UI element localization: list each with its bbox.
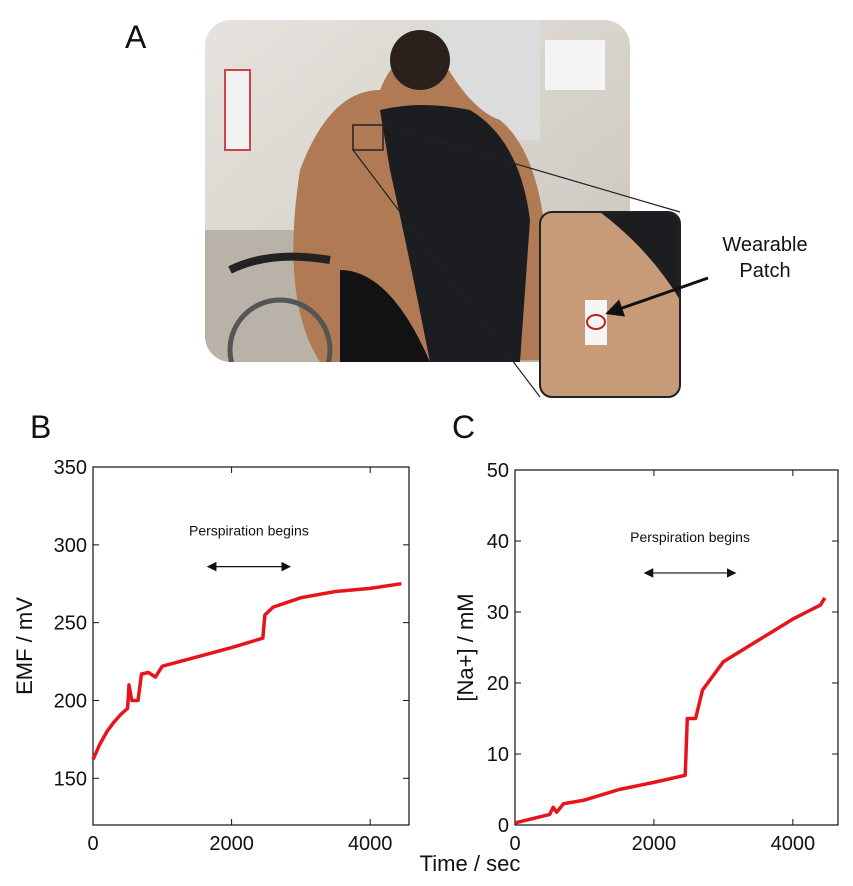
data-line — [93, 584, 401, 760]
x-tick-label: 0 — [509, 833, 520, 855]
panel-label: B — [30, 409, 51, 445]
x-tick-label: 4000 — [348, 833, 393, 855]
y-axis-label: [Na+] / mM — [453, 593, 478, 701]
y-tick-label: 10 — [487, 744, 509, 766]
x-tick-label: 2000 — [209, 833, 254, 855]
callout: Wearable Patch — [690, 232, 830, 302]
y-tick-label: 0 — [498, 815, 509, 837]
x-tick-label: 2000 — [632, 833, 677, 855]
figure: A Wearable Patch B C Time / sec 15020025… — [0, 0, 853, 881]
plot-frame — [93, 467, 409, 825]
page: { "panels": {"a": "A", "b": "B", "c": "C… — [0, 0, 853, 881]
y-tick-label: 300 — [54, 535, 87, 557]
data-line — [515, 598, 825, 823]
panel-label: C — [452, 409, 475, 445]
callout-text: Wearable Patch — [690, 232, 830, 284]
y-axis-label: EMF / mV — [12, 597, 37, 695]
y-tick-label: 150 — [54, 768, 87, 790]
y-tick-label: 50 — [487, 460, 509, 482]
inset-photo — [540, 212, 680, 397]
x-tick-label: 4000 — [771, 833, 816, 855]
y-tick-label: 30 — [487, 602, 509, 624]
x-tick-label: 0 — [87, 833, 98, 855]
y-tick-label: 350 — [54, 457, 87, 479]
x-axis-label: Time / sec — [420, 851, 521, 876]
annotation-text: Perspiration begins — [189, 523, 309, 539]
plot-frame — [515, 470, 838, 825]
annotation-text: Perspiration begins — [630, 529, 750, 545]
y-tick-label: 40 — [487, 531, 509, 553]
y-tick-label: 250 — [54, 613, 87, 635]
y-tick-label: 200 — [54, 690, 87, 712]
y-tick-label: 20 — [487, 673, 509, 695]
panel-label: A — [125, 19, 147, 55]
